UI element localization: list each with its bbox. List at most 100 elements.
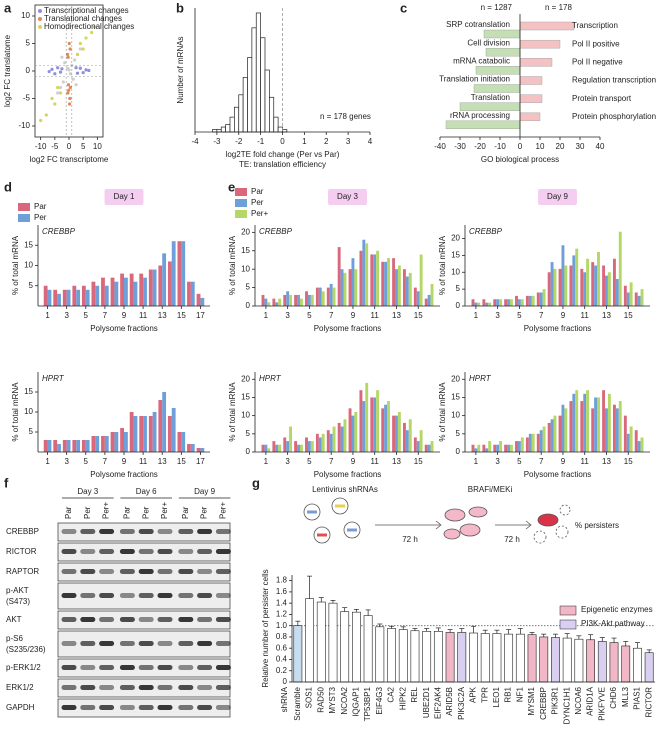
x-tick-label: -40 bbox=[434, 142, 446, 151]
y-axis-label: log2 FC translatome bbox=[3, 34, 12, 107]
legend-label: Par bbox=[251, 187, 264, 196]
bar bbox=[507, 444, 510, 452]
bar bbox=[373, 254, 377, 306]
y-tick-label: 0 bbox=[246, 447, 251, 456]
bar bbox=[114, 432, 119, 452]
bar bbox=[47, 440, 52, 452]
x-tick-label: 3 bbox=[285, 311, 290, 320]
bar bbox=[542, 289, 546, 306]
x-axis-label: Polysome fractions bbox=[90, 324, 158, 333]
bar bbox=[574, 638, 584, 683]
bar bbox=[129, 273, 134, 306]
bar bbox=[583, 272, 587, 306]
blot-band bbox=[61, 665, 77, 670]
bar bbox=[457, 632, 467, 683]
bar bbox=[167, 261, 172, 306]
bar bbox=[133, 416, 138, 452]
bar bbox=[504, 299, 508, 306]
bar bbox=[275, 302, 279, 306]
bar bbox=[597, 641, 607, 683]
y-tick-label: 0.4 bbox=[276, 655, 288, 664]
blot-band bbox=[61, 593, 77, 598]
x-tick-label: 5 bbox=[517, 311, 522, 320]
bar bbox=[519, 76, 543, 85]
bar bbox=[190, 281, 195, 306]
bar bbox=[613, 258, 616, 306]
blot-band bbox=[197, 665, 213, 670]
blot-row-label: p-S6 bbox=[6, 634, 23, 643]
x-axis-label: GO biological process bbox=[481, 155, 559, 164]
bar bbox=[81, 440, 86, 452]
y-tick-label: 15 bbox=[24, 240, 33, 249]
bar bbox=[278, 298, 282, 306]
bar bbox=[558, 268, 562, 306]
point bbox=[58, 85, 63, 90]
blot-band bbox=[80, 665, 96, 670]
blot-band bbox=[157, 569, 173, 574]
x-tick-label: APK bbox=[469, 686, 478, 703]
bar bbox=[499, 441, 502, 452]
x-tick-label: 5 bbox=[307, 457, 312, 466]
bar bbox=[419, 430, 423, 452]
bar bbox=[72, 440, 77, 452]
gene-label: HPRT bbox=[42, 374, 65, 383]
x-tick-label: IQGAP1 bbox=[352, 686, 361, 716]
blot-band bbox=[157, 705, 173, 710]
y-tick-label: 15 bbox=[241, 393, 250, 402]
lane-label: Par bbox=[64, 506, 73, 519]
category-label: Regulation transcription bbox=[572, 76, 656, 85]
bar bbox=[328, 602, 338, 683]
blot-band bbox=[99, 665, 115, 670]
bar bbox=[403, 269, 406, 306]
bar bbox=[305, 291, 308, 306]
blot-band bbox=[80, 705, 96, 710]
bar bbox=[528, 295, 532, 306]
x-tick-label: TP53BP1 bbox=[363, 686, 372, 721]
category-label: Pol II positive bbox=[572, 39, 620, 48]
bar bbox=[445, 120, 521, 130]
x-tick-label: 7 bbox=[103, 457, 108, 466]
bar bbox=[626, 292, 630, 306]
bar bbox=[525, 437, 529, 452]
bar bbox=[427, 294, 431, 306]
x-tick-label: NCOA6 bbox=[574, 686, 583, 714]
blot-band bbox=[99, 549, 115, 554]
bar bbox=[171, 241, 176, 306]
bar bbox=[615, 408, 619, 452]
lane-label: Per+ bbox=[219, 502, 228, 519]
bar bbox=[43, 440, 48, 452]
bar bbox=[629, 426, 633, 452]
bar bbox=[492, 633, 502, 683]
day-label: Day 3 bbox=[77, 487, 98, 496]
point bbox=[50, 96, 54, 101]
x-tick-label: RICTOR bbox=[644, 687, 653, 718]
blot-band bbox=[138, 529, 154, 534]
bar bbox=[586, 258, 590, 306]
bar bbox=[267, 302, 271, 306]
bar bbox=[326, 287, 330, 306]
bar bbox=[408, 272, 412, 306]
bar bbox=[398, 629, 408, 683]
schematic-label: BRAFi/MEKi bbox=[468, 485, 513, 494]
y-tick-label: 1.0 bbox=[276, 621, 288, 630]
x-tick-label: 1 bbox=[302, 137, 307, 146]
blot-band bbox=[61, 549, 77, 554]
bar bbox=[43, 285, 48, 306]
bar bbox=[517, 441, 521, 452]
bar bbox=[305, 437, 308, 452]
y-tick-label: 0.8 bbox=[276, 632, 288, 641]
x-tick-label: -20 bbox=[474, 142, 486, 151]
title-badge bbox=[104, 189, 144, 205]
blot-band bbox=[178, 705, 194, 710]
bar bbox=[85, 440, 90, 452]
x-tick-label: -30 bbox=[454, 142, 466, 151]
x-tick-label: 1 bbox=[474, 457, 479, 466]
bar bbox=[352, 611, 361, 683]
gene-label: CREBBP bbox=[259, 227, 293, 236]
point bbox=[78, 66, 82, 70]
bar bbox=[473, 84, 521, 93]
x-axis-label: Polysome fractions bbox=[524, 470, 592, 479]
bar bbox=[519, 112, 541, 122]
bar bbox=[515, 441, 518, 452]
point bbox=[74, 66, 78, 70]
